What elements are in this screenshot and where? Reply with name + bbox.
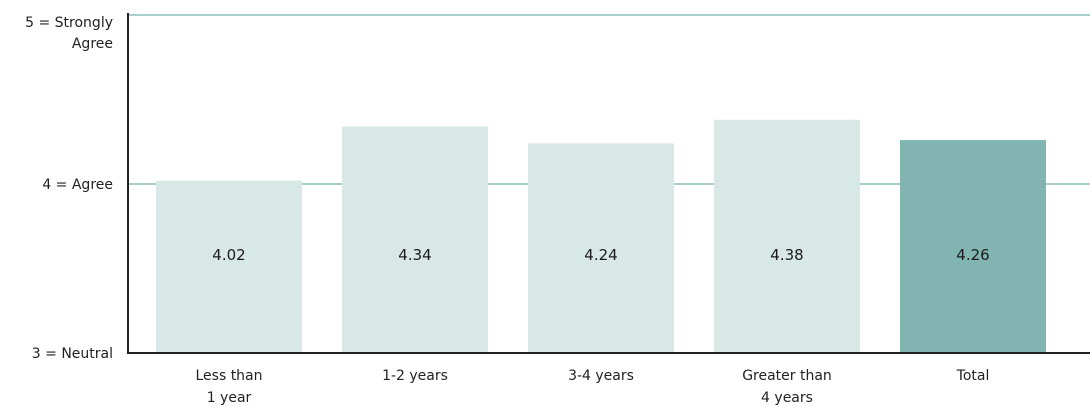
axes [127,13,1090,354]
y-axis-ticks: 5 = Strongly Agree 4 = Agree 3 = Neutral [25,15,113,362]
bar-1 [342,126,488,353]
bar-0 [156,180,302,353]
data-label-2: 4.24 [584,246,617,264]
x-tick-label-4-0: Total [956,368,990,384]
bar-3 [714,119,860,353]
x-tick-label-0-0: Less than [195,368,262,384]
value-labels: 4.02 4.34 4.24 4.38 4.26 [212,246,989,264]
y-tick-label-0-1: Agree [72,36,113,52]
x-tick-label-3-1: 4 years [761,390,813,406]
x-tick-label-3-0: Greater than [742,368,832,384]
x-tick-label-2-0: 3-4 years [568,368,634,384]
y-tick-label-0-0: 5 = Strongly [25,15,113,31]
data-label-3: 4.38 [770,246,803,264]
x-tick-label-1-0: 1-2 years [382,368,448,384]
bar-4 [900,140,1046,353]
data-label-0: 4.02 [212,246,245,264]
y-tick-label-1-0: 4 = Agree [42,177,113,193]
data-label-4: 4.26 [956,246,989,264]
x-axis-ticks: Less than 1 year 1-2 years 3-4 years Greater… [195,368,989,406]
data-label-1: 4.34 [398,246,431,264]
bar-2 [528,143,674,353]
x-tick-label-0-1: 1 year [207,390,252,406]
bars [156,119,1046,353]
y-tick-label-2-0: 3 = Neutral [32,346,113,362]
